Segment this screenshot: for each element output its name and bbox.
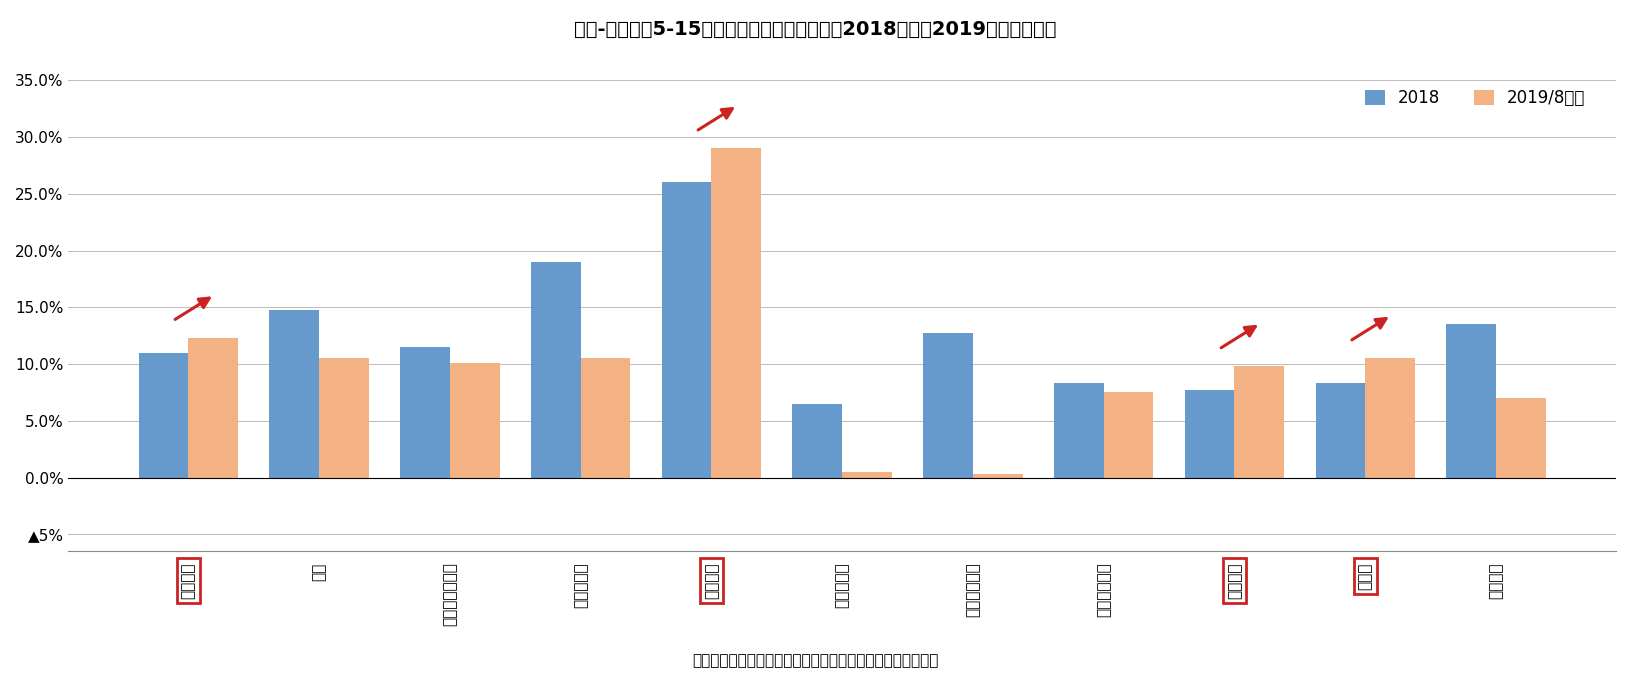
Bar bbox=[1183, 390, 1234, 477]
Bar bbox=[450, 363, 499, 477]
Bar bbox=[841, 472, 892, 477]
Bar bbox=[711, 148, 761, 477]
Bar bbox=[319, 358, 368, 477]
Bar bbox=[189, 338, 238, 477]
Bar bbox=[1364, 358, 1415, 477]
Bar bbox=[269, 310, 319, 477]
Bar bbox=[792, 404, 841, 477]
Bar bbox=[1495, 398, 1545, 477]
Bar bbox=[1234, 367, 1283, 477]
Bar bbox=[1053, 383, 1104, 477]
Bar bbox=[662, 182, 711, 477]
Bar bbox=[1315, 383, 1364, 477]
Bar bbox=[531, 262, 580, 477]
Bar bbox=[923, 333, 973, 477]
Bar bbox=[1104, 392, 1152, 477]
Bar bbox=[139, 352, 189, 477]
Text: 図表-５　上位5-15カ国の訪日客数の増加率（2018年及び2019年１～８月）: 図表-５ 上位5-15カ国の訪日客数の増加率（2018年及び2019年１～８月） bbox=[574, 20, 1056, 39]
Text: （資料）観光庁のデータをもとにニッセイ基礎研究所が作成: （資料）観光庁のデータをもとにニッセイ基礎研究所が作成 bbox=[691, 653, 939, 668]
Bar bbox=[399, 347, 450, 477]
Bar bbox=[973, 474, 1022, 477]
Bar bbox=[580, 358, 629, 477]
Bar bbox=[1446, 324, 1495, 477]
Legend: 2018, 2019/8累計: 2018, 2019/8累計 bbox=[1358, 82, 1591, 113]
